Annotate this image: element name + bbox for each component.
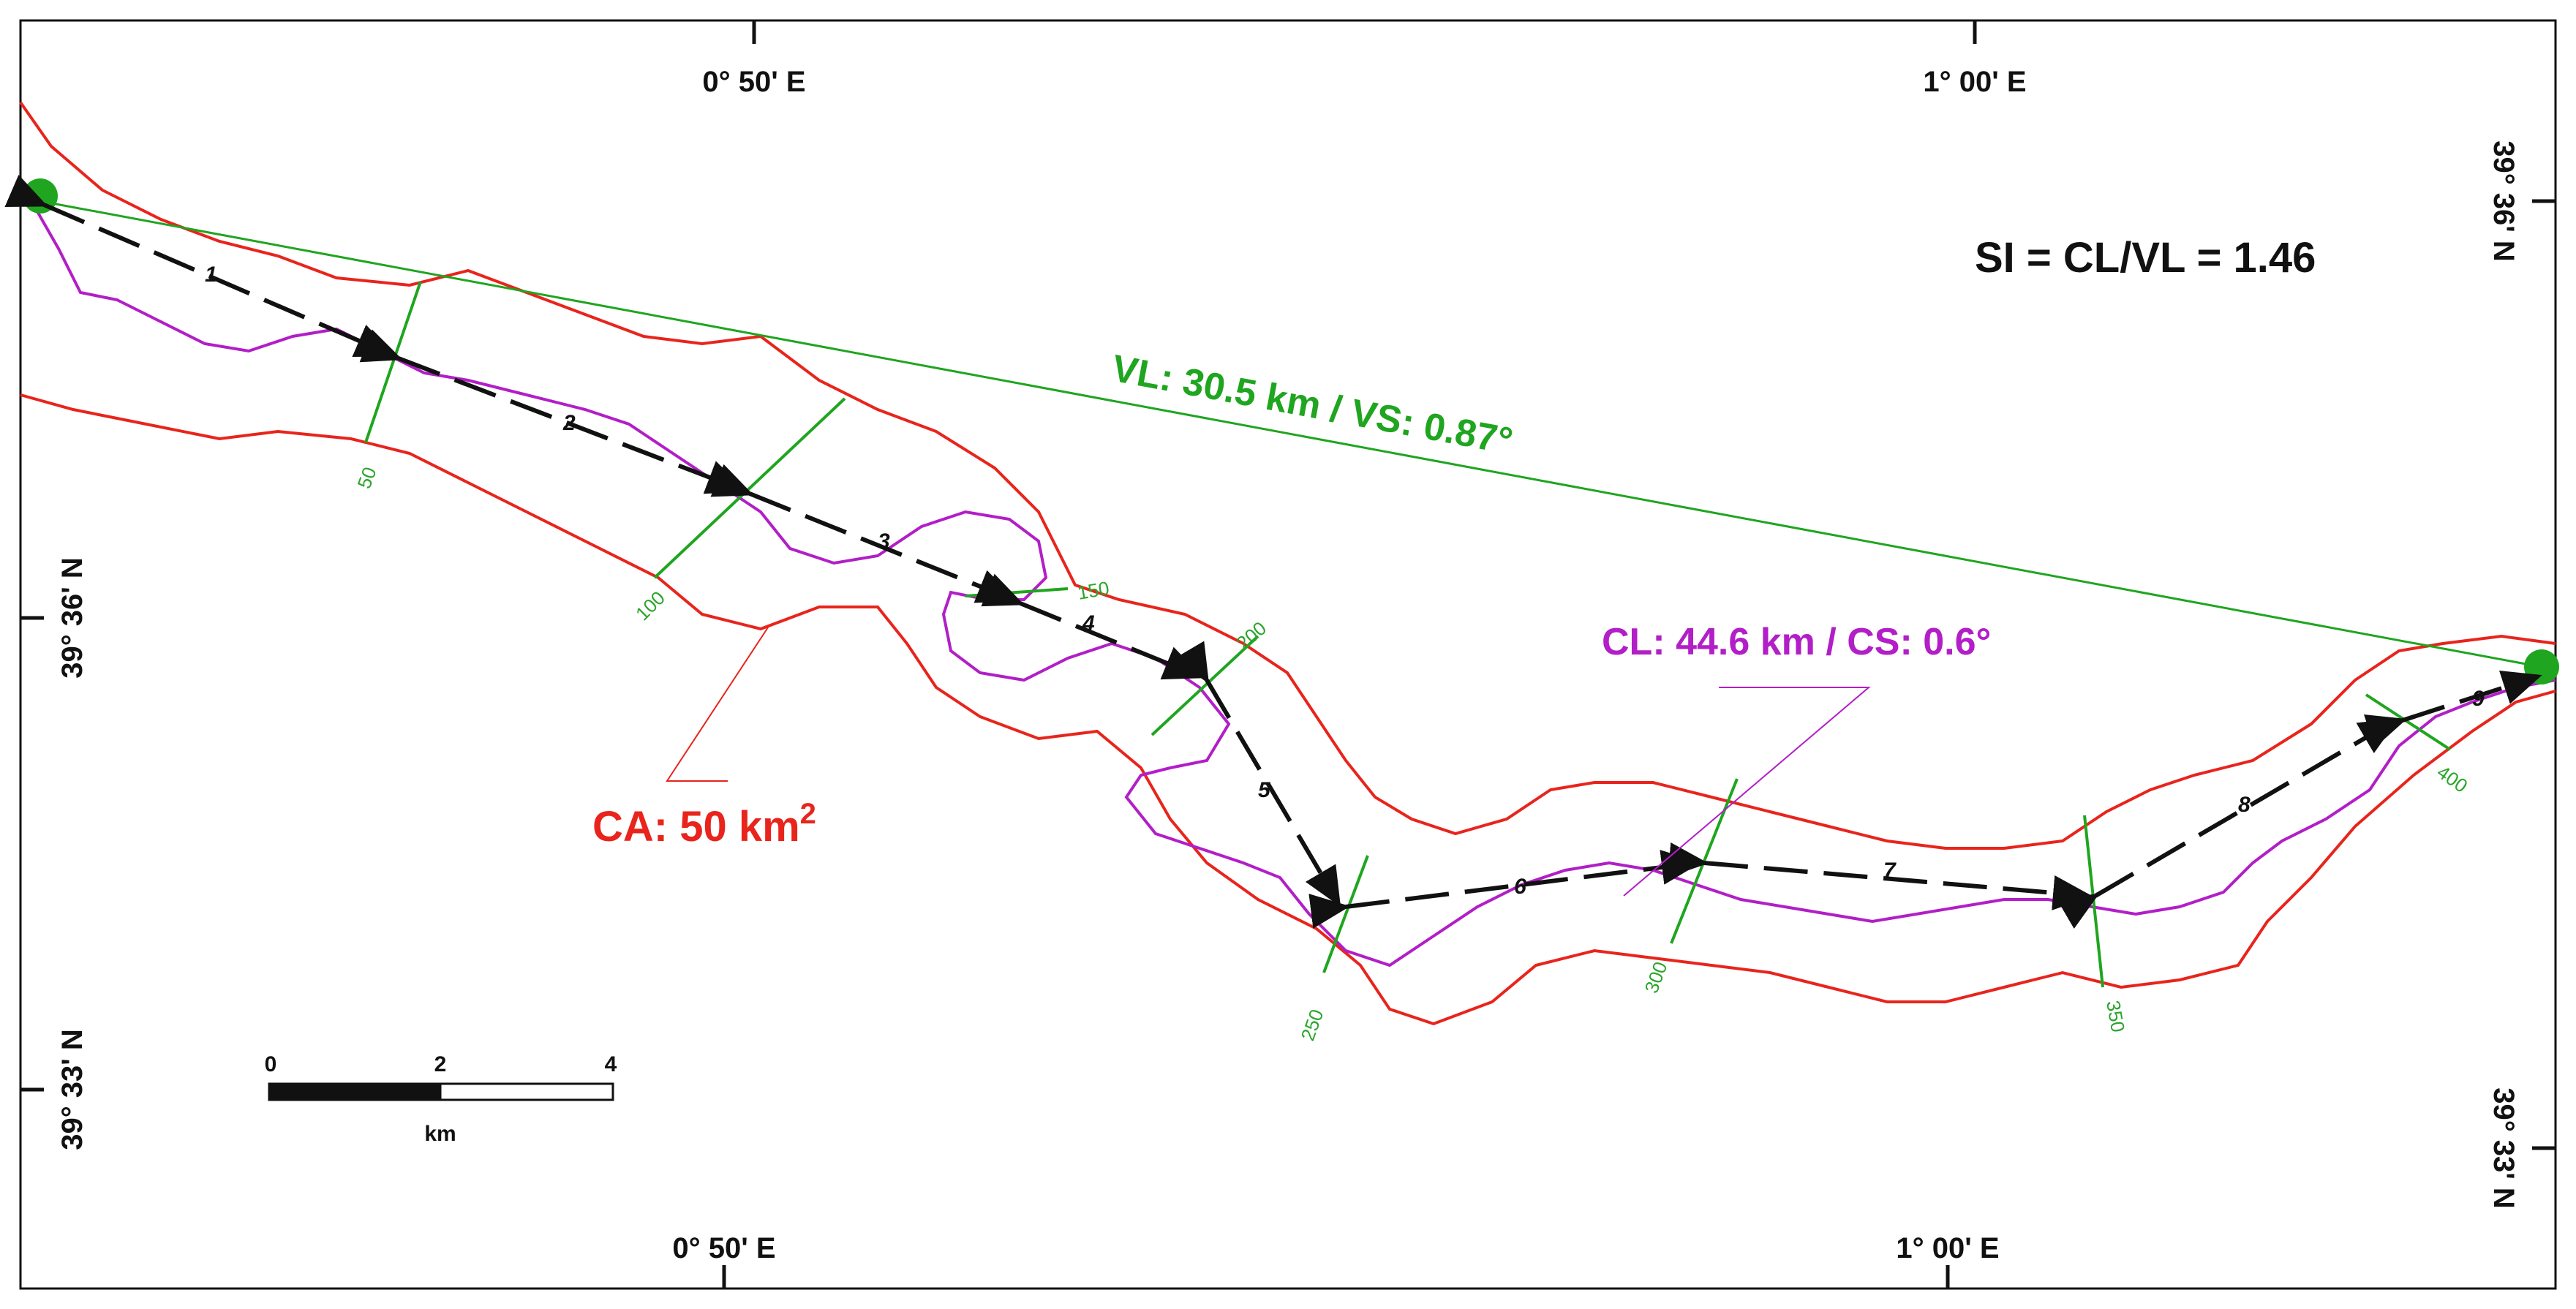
scale-bar-frame [268,1082,614,1101]
canyon-area-superscript: 2 [800,798,816,830]
scale-tick-2: 2 [434,1052,447,1076]
valley-line [39,200,2542,668]
valley-length-label: VL: 30.5 km / VS: 0.87° [1109,347,1516,463]
canyon-area-outline-south [20,393,2556,1026]
segment-2-arrow [359,329,747,494]
distance-mark-350: 350 [2102,999,2129,1034]
distance-mark-400: 400 [2433,761,2472,796]
scale-bar: 0 2 4 km [265,1052,617,1146]
segment-label-2: 2 [562,411,576,435]
segment-label-8: 8 [2238,793,2251,817]
left-lat-label-2: 39° 33' N [56,1029,88,1150]
distance-mark-300: 300 [1640,959,1671,996]
cl-leader-line [1623,687,1871,897]
distance-mark-150: 150 [1076,577,1111,604]
distance-ticks [364,281,2452,988]
segment-label-9: 9 [2472,687,2485,711]
ca-leader-line [666,627,769,782]
segment-1-arrow [4,174,396,358]
canyon-area-label: CA: 50 km2 [592,798,816,850]
map-frame [19,19,2557,1290]
top-lon-label-1: 0° 50' E [702,66,805,98]
segment-arrows [4,174,2542,929]
channel-length-label: CL: 44.6 km / CS: 0.6° [1602,621,1991,663]
segment-label-6: 6 [1514,875,1526,899]
canyon-area-outline [19,101,2556,850]
bottom-lon-label-2: 1° 00' E [1896,1232,1999,1264]
segment-3-arrow [710,464,1017,603]
canyon-area-text: CA: 50 km [592,803,800,850]
segment-7-arrow [1668,842,2093,910]
distance-mark-50: 50 [353,464,380,491]
segment-label-7: 7 [1883,859,1897,883]
bottom-lon-label-1: 0° 50' E [672,1232,775,1264]
scale-bar-black [269,1084,440,1100]
scale-bar-white [439,1082,614,1101]
right-lat-label-2: 39° 33' N [2488,1087,2520,1209]
scale-unit: km [424,1122,456,1146]
scale-tick-0: 0 [265,1052,277,1076]
distance-mark-200: 200 [1232,617,1271,654]
segment-label-3: 3 [878,529,890,554]
segment-label-1: 1 [205,263,217,287]
segment-9-arrow [2363,670,2542,748]
right-lat-label-1: 39° 36' N [2488,140,2520,262]
distance-mark-100: 100 [631,586,669,625]
graticule-ticks [20,20,2556,1289]
segment-5-arrow [1173,641,1341,908]
segment-4-arrow [981,573,1204,680]
segment-label-5: 5 [1258,778,1271,802]
top-lon-label-2: 1° 00' E [1923,66,2026,98]
distance-mark-250: 250 [1296,1006,1327,1044]
sinuosity-index-label: SI = CL/VL = 1.46 [1975,234,2316,282]
scale-tick-4: 4 [605,1052,617,1076]
left-lat-label-1: 39° 36' N [56,557,88,679]
segment-label-4: 4 [1082,611,1095,635]
